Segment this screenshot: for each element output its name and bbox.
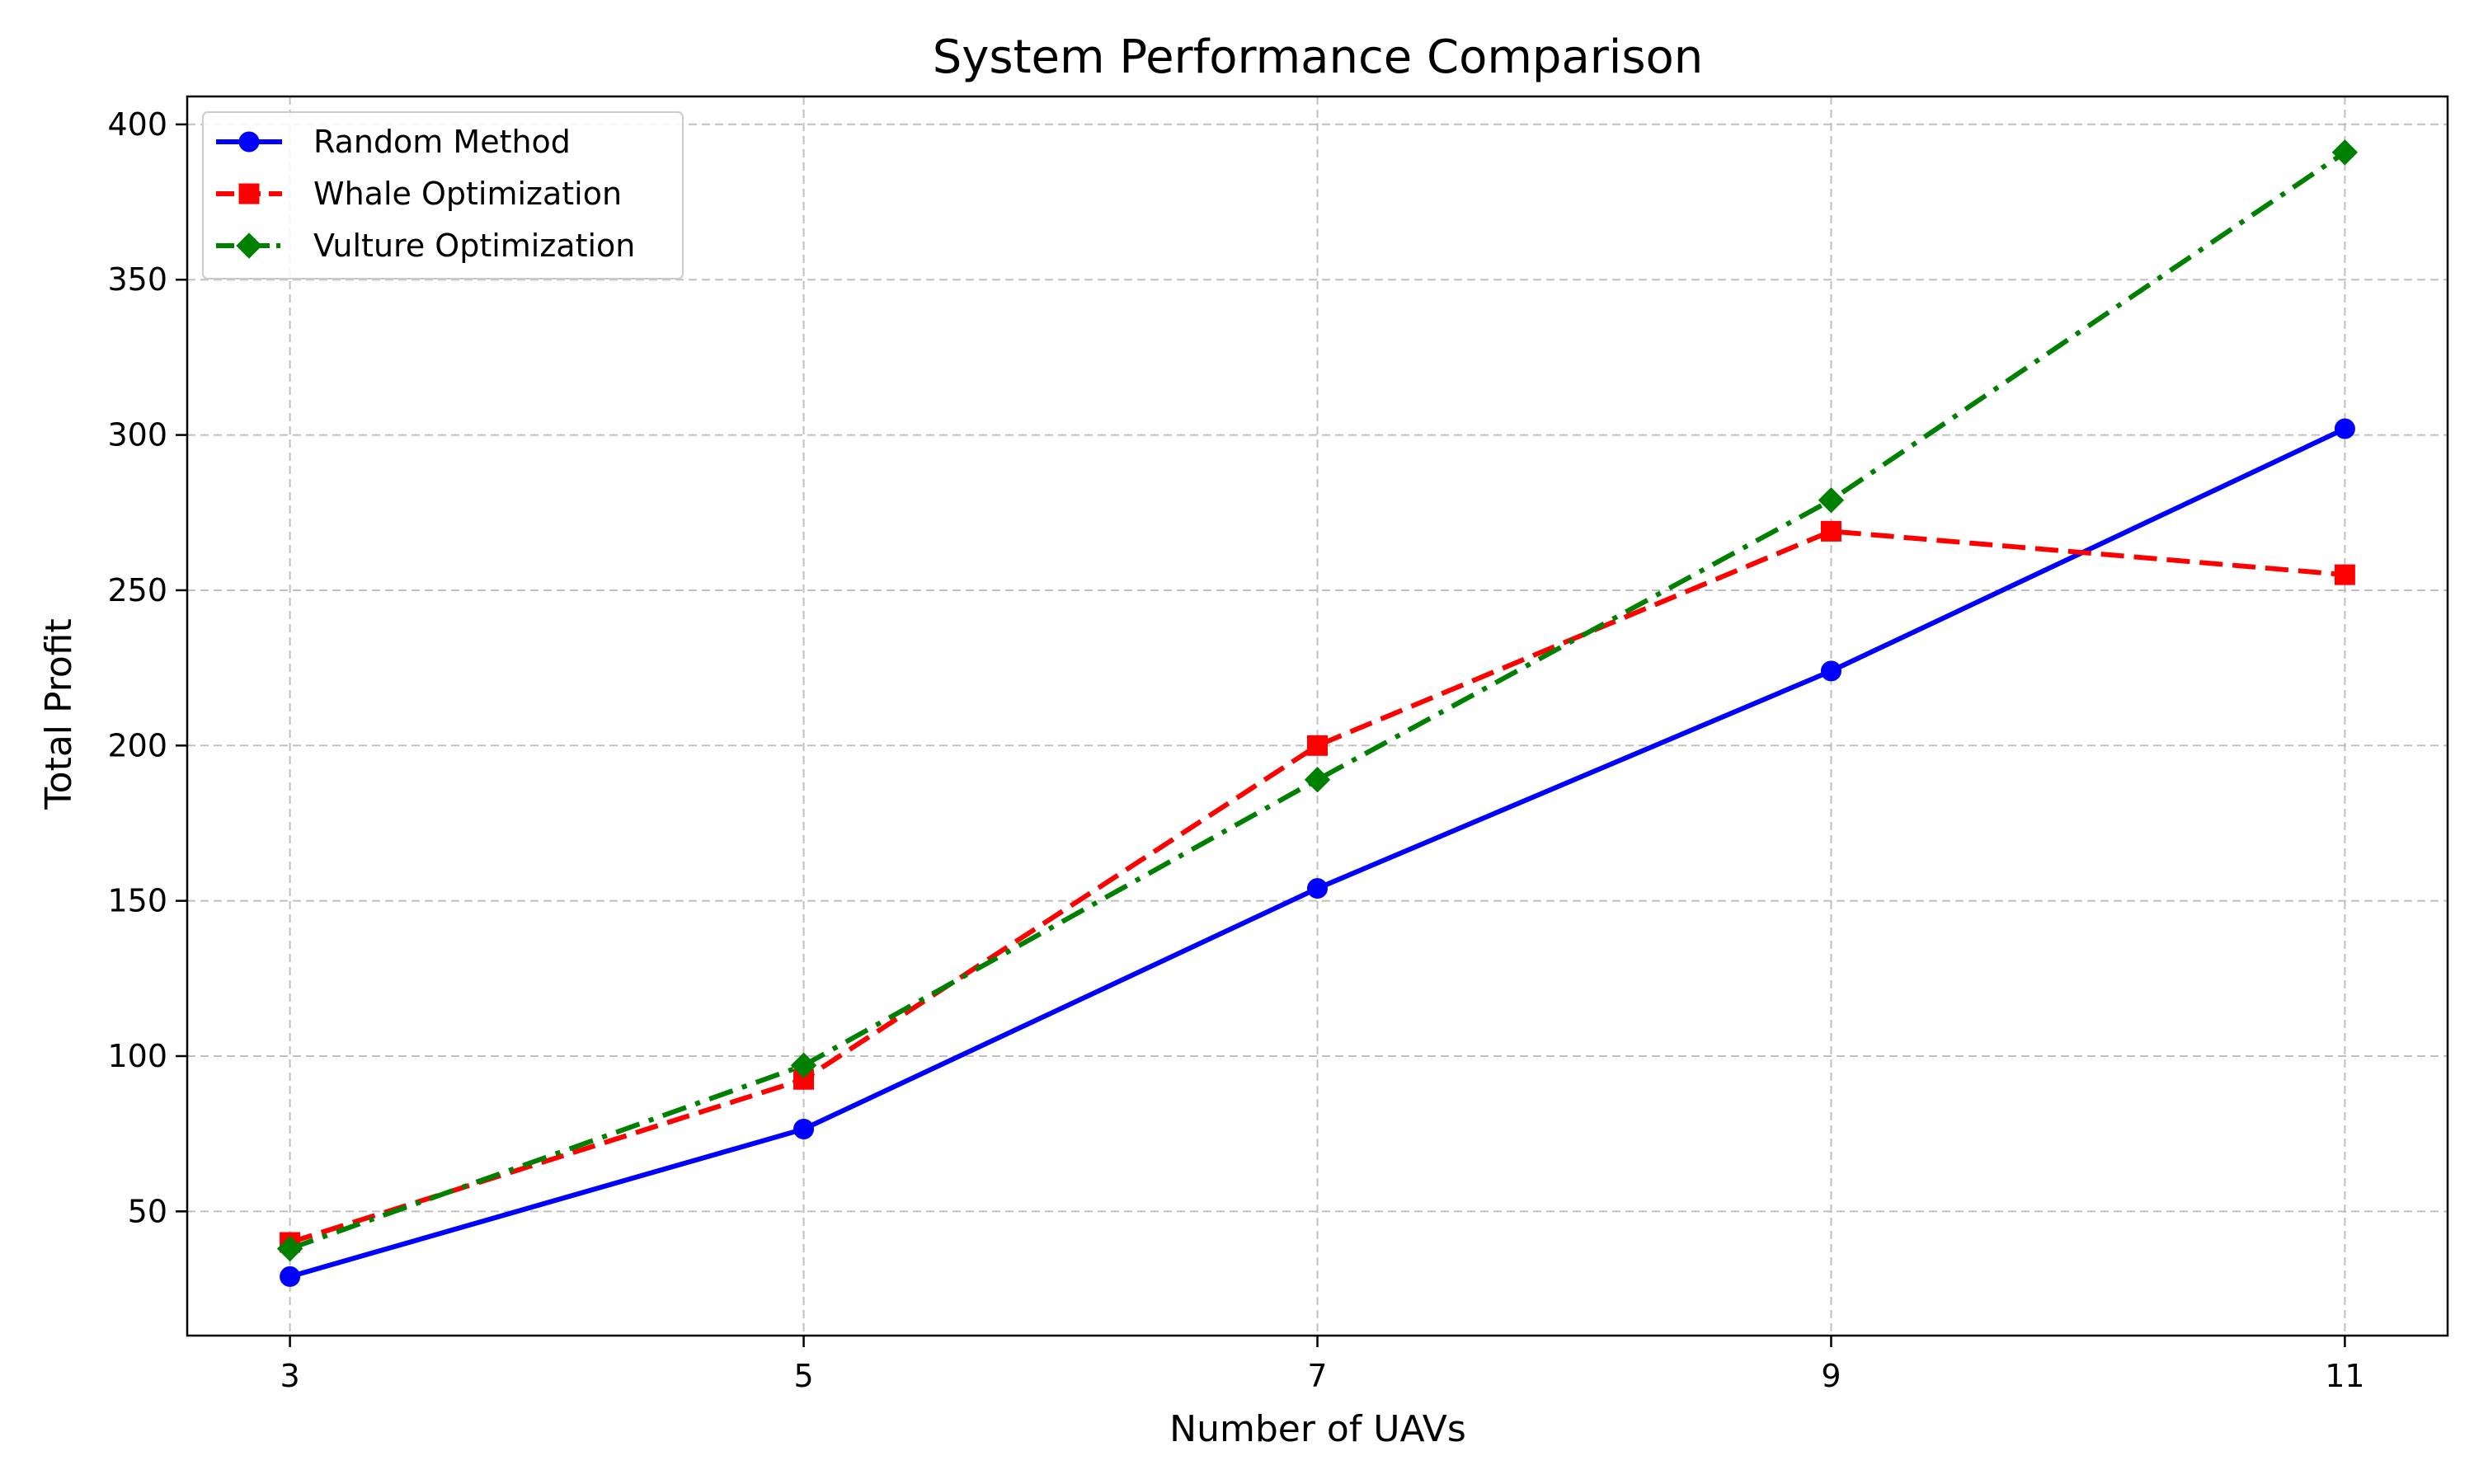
chart-title: System Performance Comparison [933,31,1704,84]
data-point [1304,767,1331,793]
x-tick-label: 11 [2325,1358,2364,1394]
series-line [289,150,2347,1252]
legend: Random Method Whale Optimization Vulture O… [202,111,684,279]
series-vulture-optimization [276,139,2359,1262]
legend-marker [238,183,260,204]
series-random-method [280,418,2355,1287]
data-point [2334,418,2355,439]
y-tick-label: 100 [107,1038,167,1074]
x-tick-label: 3 [280,1358,299,1394]
data-point [793,1119,815,1139]
tick-layer: 3 5 7 9 11 50 100 150 200 250 300 350 400 [107,106,2364,1394]
data-point [2334,564,2355,585]
series-layer [276,139,2359,1287]
legend-item: Vulture Optimization [216,228,635,264]
y-tick-label: 400 [107,106,167,143]
x-tick-label: 5 [793,1358,813,1394]
data-point [276,1235,303,1262]
data-point [1820,520,1841,542]
data-point [790,1052,817,1078]
y-tick-label: 150 [107,883,167,919]
x-axis-label: Number of UAVs [1169,1408,1466,1450]
grid-layer [187,96,2448,1336]
legend-label: Vulture Optimization [313,228,635,264]
legend-item: Whale Optimization [216,176,622,212]
x-tick-label: 9 [1821,1358,1841,1394]
legend-marker [236,232,262,259]
data-point [2331,139,2359,166]
legend-item: Random Method [216,124,571,160]
y-tick-label: 300 [107,417,167,453]
legend-marker [238,131,260,153]
y-tick-label: 250 [107,572,167,608]
y-tick-label: 50 [128,1193,167,1229]
data-point [1818,486,1845,514]
data-point [1820,660,1841,682]
legend-label: Whale Optimization [313,176,622,212]
data-point [1307,735,1328,756]
data-point [280,1266,301,1287]
y-axis-label: Total Profit [38,618,80,810]
y-tick-label: 200 [107,727,167,763]
data-point [1307,878,1328,899]
y-tick-label: 350 [107,261,167,298]
legend-label: Random Method [313,124,571,160]
x-tick-label: 7 [1307,1358,1327,1394]
legend-box [202,111,684,279]
